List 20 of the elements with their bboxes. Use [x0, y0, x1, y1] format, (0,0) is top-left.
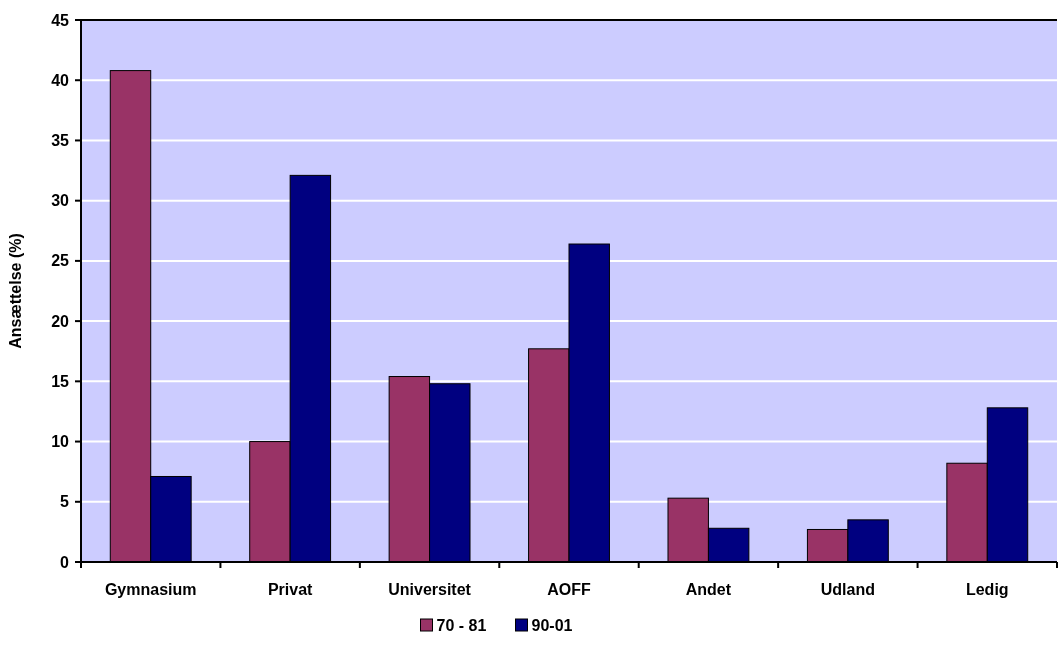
x-tick-label: Gymnasium — [104, 581, 197, 598]
x-tick-label: Ledig — [965, 581, 1009, 598]
x-tick-label: AOFF — [547, 581, 591, 598]
legend-label: 70 - 81 — [436, 616, 487, 634]
y-tick-label: 5 — [60, 493, 70, 511]
x-tick-label: Udland — [820, 581, 875, 598]
y-tick-label: 30 — [51, 192, 70, 210]
y-axis-title: Ansættelse (%) — [7, 233, 24, 349]
legend-label: 90-01 — [531, 616, 573, 634]
y-tick-label: 10 — [51, 433, 70, 451]
y-tick-label: 0 — [60, 553, 70, 571]
x-tick-label: Andet — [685, 581, 732, 598]
x-tick-label: Privat — [267, 581, 314, 598]
y-tick-label: 15 — [51, 372, 70, 390]
y-tick-label: 45 — [51, 11, 70, 29]
y-tick-label: 40 — [51, 71, 70, 89]
y-tick-label: 35 — [51, 132, 70, 150]
y-tick-label: 20 — [51, 312, 70, 330]
x-tick-label: Universitet — [388, 581, 472, 598]
y-tick-label: 25 — [51, 252, 70, 270]
